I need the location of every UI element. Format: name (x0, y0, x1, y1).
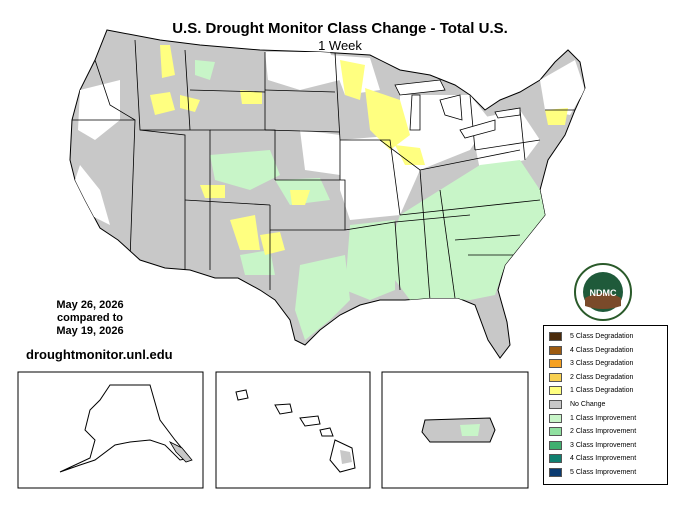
legend-swatch (549, 345, 562, 355)
legend-swatch (549, 468, 562, 477)
legend-swatch (549, 372, 562, 382)
puerto-rico-shape (421, 417, 496, 443)
legend-label: 3 Class Improvement (570, 441, 637, 449)
legend-label: 2 Class Degradation (570, 373, 634, 381)
state-borders (72, 39, 575, 301)
map-dates: May 26, 2026 compared to May 19, 2026 (30, 299, 150, 338)
legend-swatch (549, 427, 562, 437)
legend-label: 3 Class Degradation (570, 360, 634, 368)
legend-swatch (549, 386, 562, 396)
legend-label: 4 Class Improvement (570, 455, 637, 463)
date-previous: May 19, 2026 (56, 325, 124, 337)
legend-item: 3 Class Degradation (549, 358, 633, 369)
date-current: May 26, 2026 (56, 299, 124, 311)
legend-label: No Change (570, 401, 606, 408)
legend-item: 4 Class Degradation (549, 345, 633, 356)
puerto-rico-improvement (460, 424, 480, 436)
map-subtitle: 1 Week (318, 38, 362, 53)
legend-label: 1 Class Degradation (570, 387, 634, 395)
great-lakes (394, 79, 521, 139)
legend-swatch (549, 454, 562, 464)
legend-swatch (549, 359, 562, 369)
alaska-shape (59, 384, 191, 473)
legend-item: 2 Class Improvement (549, 426, 636, 437)
legend-swatch (549, 332, 562, 341)
legend-item: 2 Class Degradation (549, 372, 633, 383)
legend-item: 4 Class Improvement (549, 453, 636, 464)
legend-label: 5 Class Improvement (570, 469, 637, 476)
legend-swatch (549, 413, 562, 423)
no-drought-areas (75, 52, 585, 225)
date-compared-label: compared to (56, 312, 123, 324)
legend: 5 Class Degradation 4 Class Degradation 3 … (543, 325, 668, 485)
legend-swatch (549, 400, 562, 409)
legend-item: 5 Class Improvement (549, 467, 636, 478)
ndmc-logo: NDMC (574, 263, 632, 321)
legend-item: No Change (549, 399, 605, 410)
legend-item: 1 Class Degradation (549, 385, 633, 396)
hawaii-big-island-nochange (340, 450, 352, 464)
alaska-panhandle (168, 441, 193, 463)
legend-label: 5 Class Degradation (570, 333, 634, 340)
legend-label: 4 Class Degradation (570, 346, 634, 354)
website-link[interactable]: droughtmonitor.unl.edu (26, 347, 173, 362)
map-title: U.S. Drought Monitor Class Change - Tota… (172, 20, 508, 37)
legend-label: 1 Class Improvement (570, 414, 637, 422)
legend-label: 2 Class Improvement (570, 428, 637, 436)
legend-item: 1 Class Improvement (549, 413, 636, 424)
ndmc-logo-text: NDMC (590, 288, 617, 298)
legend-swatch (549, 440, 562, 450)
degradation-areas (150, 45, 568, 255)
legend-item: 5 Class Degradation (549, 331, 633, 342)
improvement-areas (195, 60, 545, 340)
legend-item: 3 Class Improvement (549, 440, 636, 451)
